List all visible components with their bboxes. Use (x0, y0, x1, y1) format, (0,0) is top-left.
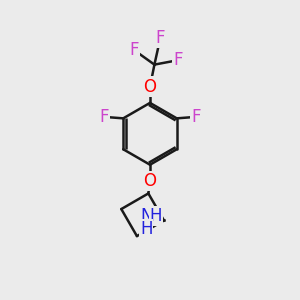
Text: O: O (143, 172, 157, 190)
Text: H: H (140, 220, 153, 238)
Text: N: N (140, 207, 153, 225)
Text: F: F (99, 108, 109, 126)
Text: F: F (156, 29, 165, 47)
Text: F: F (129, 41, 139, 59)
Text: F: F (191, 108, 201, 126)
Text: H: H (150, 207, 162, 225)
Text: F: F (173, 51, 183, 69)
Text: O: O (143, 78, 157, 96)
